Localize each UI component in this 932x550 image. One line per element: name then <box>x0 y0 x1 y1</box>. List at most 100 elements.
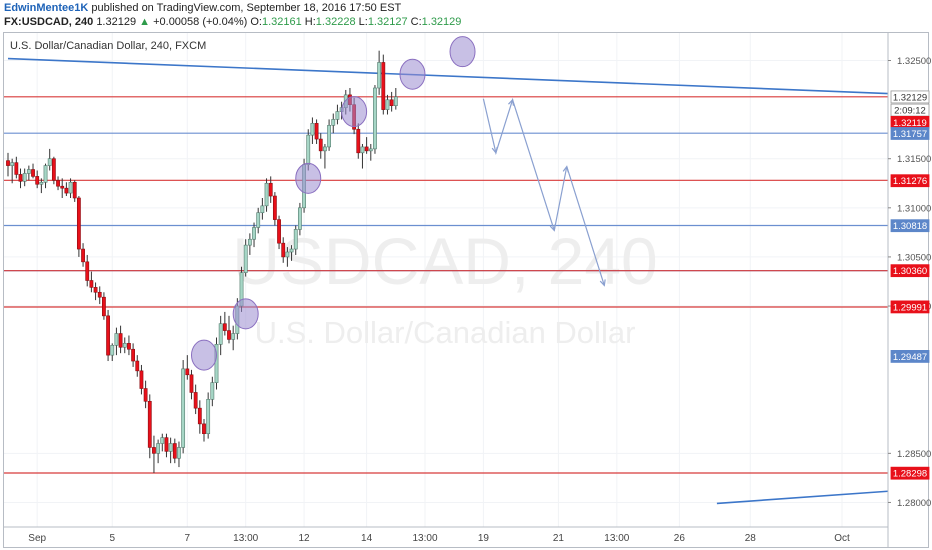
price-label-text: 2:09:12 <box>894 106 926 117</box>
candle-body <box>122 343 127 348</box>
x-tick-label: Sep <box>28 533 46 544</box>
candle-body <box>252 227 256 240</box>
publish-info: published on TradingView.com, September … <box>88 2 402 14</box>
candle-body <box>81 248 85 263</box>
candle-body <box>131 348 136 362</box>
candle-body <box>93 287 98 293</box>
candle-body <box>114 333 119 346</box>
price-label-box <box>890 219 930 233</box>
candle-body <box>285 251 290 258</box>
projection-arrowhead <box>491 146 498 155</box>
projection-arrowhead <box>508 98 515 106</box>
trend-line <box>7 57 888 95</box>
candle-body <box>35 176 40 185</box>
candle-body <box>164 437 169 452</box>
price-label-text: 1.32129 <box>893 92 927 103</box>
candle-body <box>118 333 123 348</box>
chart-frame <box>3 32 929 548</box>
candle-body <box>10 162 15 166</box>
candle-body <box>22 173 27 182</box>
candle-body <box>247 238 252 246</box>
peak-highlight-ellipse <box>190 339 217 371</box>
candle-body <box>310 123 315 136</box>
close-label: C: <box>410 16 422 28</box>
x-tick-label: 13:00 <box>412 533 437 544</box>
author-link[interactable]: EdwinMentee1K <box>4 2 89 14</box>
candle-body <box>18 174 23 182</box>
candle-body <box>135 360 140 372</box>
candle-body <box>85 261 90 281</box>
candle-body <box>139 370 144 389</box>
price-label-box <box>890 264 930 278</box>
candle-body <box>31 169 35 177</box>
trend-line <box>716 490 888 505</box>
description-watermark: U.S. Dollar/Canadian Dollar <box>255 315 636 350</box>
candle-body <box>47 158 52 166</box>
candle-body <box>14 162 19 175</box>
candle-body <box>160 437 165 444</box>
price-label-box <box>890 174 930 188</box>
candle-body <box>51 158 56 181</box>
candle-body <box>39 181 44 185</box>
projection-path <box>482 97 605 286</box>
candle-body <box>68 181 73 194</box>
candle-body <box>156 443 161 454</box>
high-label: H: <box>304 16 316 28</box>
candle-body <box>331 119 336 126</box>
price-label-box <box>890 127 930 140</box>
peak-highlight-ellipse <box>295 162 322 194</box>
candle-body <box>289 248 294 253</box>
candle-body <box>97 291 102 298</box>
candle-body <box>327 125 331 148</box>
last-price: 1.32129 <box>96 16 137 28</box>
candle-body <box>177 447 181 459</box>
candle-body <box>314 123 319 140</box>
candle-body <box>360 146 365 154</box>
candle-body <box>189 374 194 393</box>
candle-body <box>356 128 361 154</box>
candle-body <box>197 407 202 425</box>
y-tick-label: 1.31500 <box>897 154 931 165</box>
candle-body <box>89 280 94 288</box>
candle-body <box>368 148 373 152</box>
candle-body <box>60 185 65 189</box>
y-tick-label: 1.32500 <box>897 56 931 67</box>
peak-highlight-ellipse <box>341 96 368 128</box>
candle-body <box>268 182 273 197</box>
x-tick-label: 13:00 <box>233 533 258 544</box>
candle-body <box>76 197 81 250</box>
chart-title: U.S. Dollar/Canadian Dollar, 240, FXCM <box>10 40 207 52</box>
candle-body <box>231 333 236 340</box>
candle-body <box>373 87 377 150</box>
candle-body <box>277 219 281 244</box>
candle-body <box>143 388 148 402</box>
candle-body <box>264 182 269 207</box>
price-label-text: 1.32119 <box>893 118 927 129</box>
candle-body <box>364 146 369 152</box>
candle-body <box>377 62 382 89</box>
y-tick-label: 1.28000 <box>897 498 931 509</box>
x-tick-label: 21 <box>553 533 565 544</box>
candle-body <box>243 244 248 273</box>
high-value: 1.32228 <box>315 16 356 28</box>
candle-body <box>72 181 77 199</box>
low-label: L: <box>358 16 368 28</box>
candle-body <box>323 146 327 152</box>
candle-body <box>43 165 48 183</box>
projection-arrowhead <box>549 224 556 232</box>
candle-body <box>272 195 277 220</box>
candle-body <box>127 343 131 350</box>
candle-body <box>210 382 215 400</box>
x-tick-label: 19 <box>478 533 490 544</box>
candle-body <box>293 229 298 250</box>
peak-highlight-ellipse <box>449 36 476 68</box>
candle-body <box>152 447 156 454</box>
price-label-text: 1.28298 <box>893 469 927 480</box>
x-tick-label: 14 <box>361 533 373 544</box>
candle-body <box>318 138 323 152</box>
plot-area <box>4 36 888 505</box>
price-label-text: 1.30818 <box>893 221 927 232</box>
change-arrow-icon: ▲ <box>139 16 151 28</box>
candle-body <box>181 368 186 448</box>
